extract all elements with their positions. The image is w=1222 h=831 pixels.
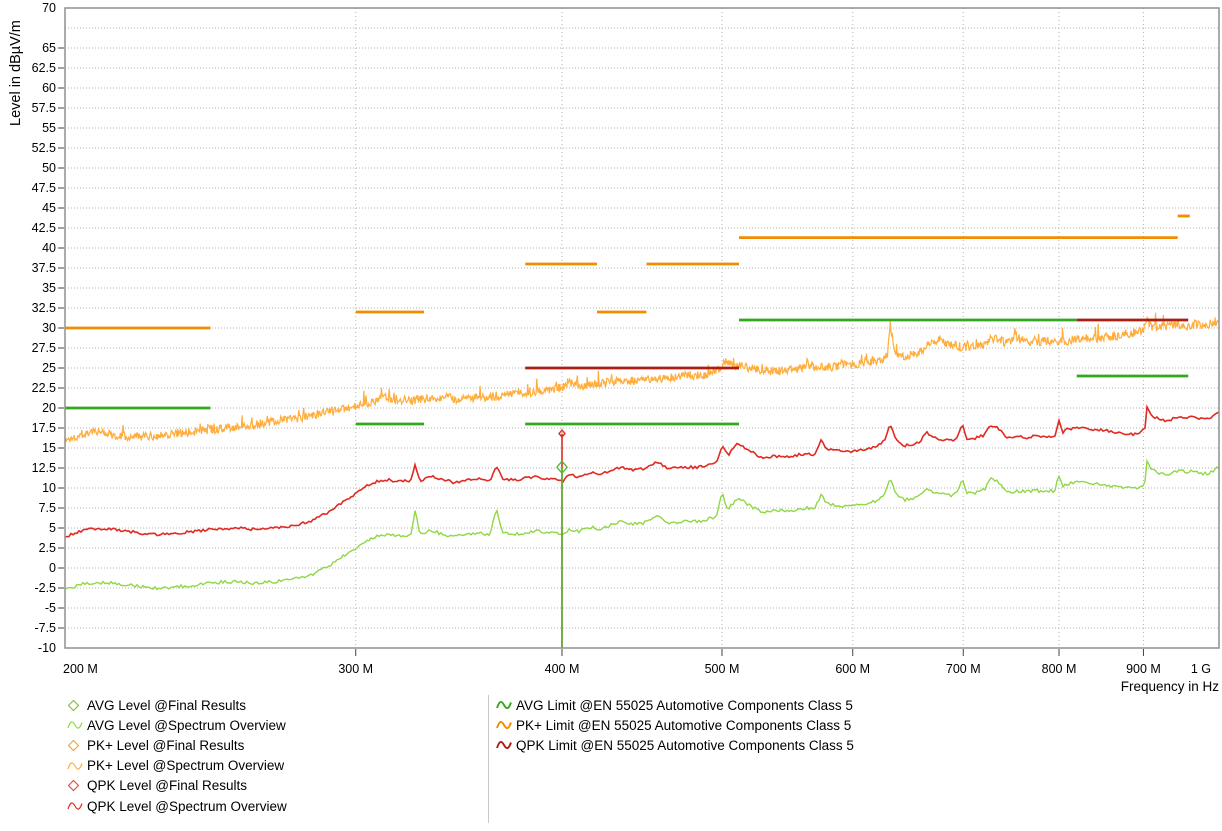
y-tick-label: 12.5: [32, 461, 56, 475]
x-tick-label: 900 M: [1126, 662, 1161, 676]
legend-traces: AVG Level @Final Results AVG Level @Spect…: [67, 695, 287, 816]
legend-item-pk-level-final-results[interactable]: PK+ Level @Final Results: [67, 735, 287, 755]
y-tick-label: 22.5: [32, 381, 56, 395]
qpk-limit-en-55025-automotive-components-class-5: [525, 318, 1189, 370]
y-tick-label: -5: [45, 601, 56, 615]
legend-item-pk-limit-en-55025-automotive-components-class-5[interactable]: PK+ Limit @EN 55025 Automotive Component…: [496, 715, 854, 735]
legend-label: QPK Limit @EN 55025 Automotive Component…: [516, 737, 854, 753]
legend-item-pk-level-spectrum-overview[interactable]: PK+ Level @Spectrum Overview: [67, 756, 287, 776]
wave-trace-icon: [67, 721, 83, 729]
legend-item-avg-limit-en-55025-automotive-components-class-5[interactable]: AVG Limit @EN 55025 Automotive Component…: [496, 695, 854, 715]
x-tick-label: 800 M: [1042, 662, 1077, 676]
legend-label: PK+ Limit @EN 55025 Automotive Component…: [516, 717, 852, 733]
final-result-diamond-marker: [555, 460, 569, 475]
y-tick-label: 25: [42, 361, 56, 375]
x-tick-label: 500 M: [705, 662, 740, 676]
x-tick-label: 300 M: [338, 662, 373, 676]
y-tick-label: 55: [42, 121, 56, 135]
legend-label: PK+ Level @Final Results: [87, 737, 245, 753]
y-tick-label: 32.5: [32, 301, 56, 315]
y-tick-label: 0: [49, 561, 56, 575]
legend-glyph: [496, 698, 513, 712]
legend-glyph: [67, 718, 84, 732]
y-tick-label: -10: [38, 641, 56, 655]
y-tick-label: 20: [42, 401, 56, 415]
wave-trace-icon: [496, 741, 512, 750]
y-tick-label: 50: [42, 161, 56, 175]
legend-glyph: [496, 718, 513, 732]
y-tick-label: 2.5: [39, 541, 56, 555]
y-tick-label: 40: [42, 241, 56, 255]
y-tick-label: 65: [42, 41, 56, 55]
diamond-marker-icon: [67, 699, 80, 711]
x-tick-label: 400 M: [545, 662, 580, 676]
legend-label: QPK Level @Spectrum Overview: [87, 798, 287, 814]
y-tick-label: 52.5: [32, 141, 56, 155]
legend-glyph: [67, 739, 84, 752]
x-axis-title: Frequency in Hz: [1121, 679, 1220, 694]
y-tick-label: 70: [42, 1, 56, 15]
y-tick-label: 5: [49, 521, 56, 535]
qpk-level-spectrum-overview-trace: [65, 404, 1220, 538]
trace-layer: [64, 312, 1220, 591]
legend-glyph: [67, 759, 84, 773]
legend-item-avg-level-spectrum-overview[interactable]: AVG Level @Spectrum Overview: [67, 715, 287, 735]
x-tick-label: 200 M: [63, 662, 98, 676]
y-tick-label: -2.5: [34, 581, 56, 595]
limit-lines-layer: [65, 214, 1190, 426]
diamond-marker-icon: [67, 779, 80, 792]
y-tick-label: 57.5: [32, 101, 56, 115]
legend-glyph: [496, 738, 513, 752]
pk-level-spectrum-overview-trace: [64, 312, 1219, 444]
diamond-marker-icon: [67, 739, 80, 752]
legend-glyph: [67, 779, 84, 792]
level-vs-frequency-chart: 706562.56057.55552.55047.54542.54037.535…: [8, 1, 1220, 694]
avg-level-final-results: [555, 460, 569, 648]
legend-glyph: [67, 799, 84, 813]
y-axis-title: Level in dBµV/m: [8, 20, 24, 126]
pk-limit-en-55025-automotive-components-class-5: [65, 214, 1190, 330]
y-tick-label: 45: [42, 201, 56, 215]
legend-item-avg-level-final-results[interactable]: AVG Level @Final Results: [67, 695, 287, 715]
wave-trace-icon: [496, 701, 512, 710]
y-tick-label: -7.5: [34, 621, 56, 635]
legend-item-qpk-level-final-results[interactable]: QPK Level @Final Results: [67, 776, 287, 796]
y-tick-label: 60: [42, 81, 56, 95]
legend-label: AVG Level @Final Results: [87, 697, 247, 713]
y-tick-label: 27.5: [32, 341, 56, 355]
y-tick-label: 47.5: [32, 181, 56, 195]
y-tick-label: 42.5: [32, 221, 56, 235]
x-tick-label: 600 M: [835, 662, 870, 676]
legend-item-qpk-limit-en-55025-automotive-components-class-5[interactable]: QPK Limit @EN 55025 Automotive Component…: [496, 735, 854, 755]
final-result-diamond-marker: [558, 429, 566, 439]
legend-limits: AVG Limit @EN 55025 Automotive Component…: [488, 695, 854, 823]
y-tick-label: 17.5: [32, 421, 56, 435]
wave-trace-icon: [67, 762, 83, 770]
legend-label: AVG Level @Spectrum Overview: [87, 717, 286, 733]
legend-label: PK+ Level @Spectrum Overview: [87, 758, 285, 774]
axes-layer: 706562.56057.55552.55047.54542.54037.535…: [32, 1, 1220, 676]
y-tick-label: 35: [42, 281, 56, 295]
legend-item-qpk-level-spectrum-overview[interactable]: QPK Level @Spectrum Overview: [67, 796, 287, 816]
final-results-layer: [555, 429, 569, 648]
plot-frame: [64, 7, 1220, 649]
legend-glyph: [67, 699, 84, 712]
y-tick-label: 62.5: [32, 61, 56, 75]
x-tick-label: 700 M: [946, 662, 981, 676]
avg-level-spectrum-overview-trace: [64, 458, 1220, 591]
x-tick-label: 1 G: [1191, 662, 1211, 676]
y-tick-label: 30: [42, 321, 56, 335]
grid-layer: [65, 8, 1219, 648]
avg-limit-en-55025-automotive-components-class-5: [65, 318, 1189, 426]
y-tick-label: 15: [42, 441, 56, 455]
legend-label: QPK Level @Final Results: [87, 778, 248, 794]
wave-trace-icon: [67, 802, 83, 810]
y-tick-label: 10: [42, 481, 56, 495]
legend-label: AVG Limit @EN 55025 Automotive Component…: [516, 697, 853, 713]
y-tick-label: 37.5: [32, 261, 56, 275]
y-tick-label: 7.5: [39, 501, 56, 515]
wave-trace-icon: [496, 721, 512, 730]
